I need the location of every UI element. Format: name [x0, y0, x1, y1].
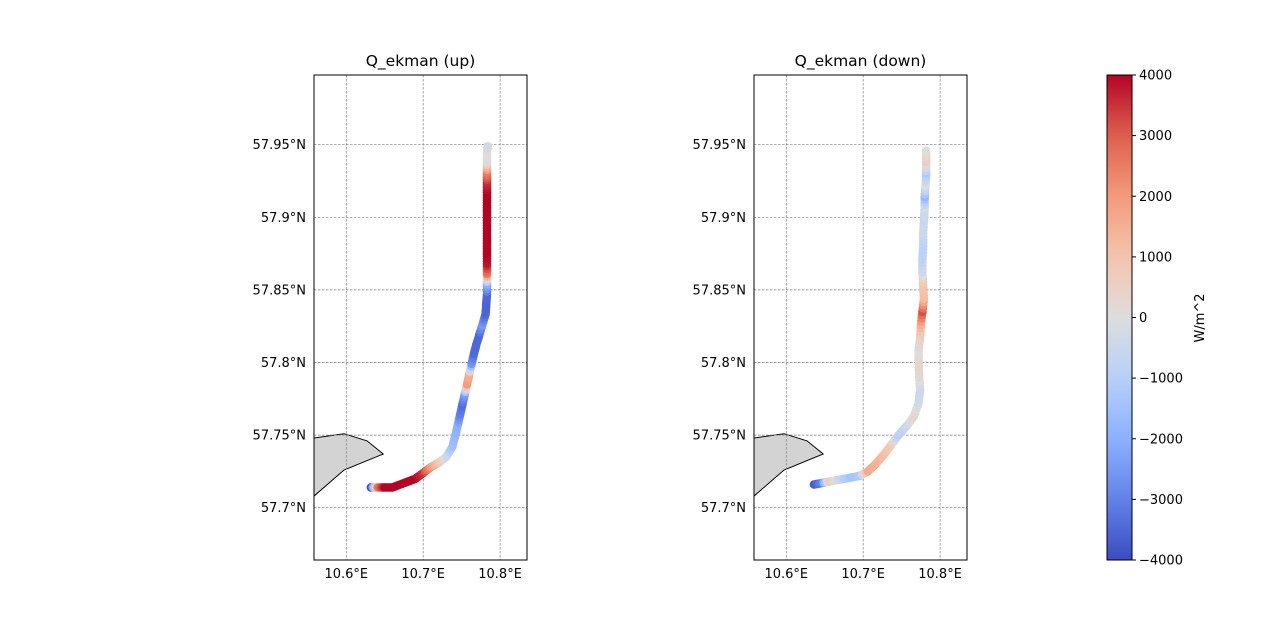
- y-tick-label: 57.75°N: [693, 429, 746, 444]
- colorbar-tick-label: −2000: [1139, 432, 1183, 447]
- colorbar: 4000 3000 2000 1000 0 −1000 −2000 −3000 −4000 W/m…: [1106, 69, 1208, 569]
- colorbar-tick-label: −1000: [1139, 372, 1183, 387]
- x-tick-label: 10.8°E: [478, 567, 522, 582]
- data-point: [921, 146, 931, 155]
- colorbar-tick-label: 0: [1139, 311, 1147, 326]
- y-tick-label: 57.75°N: [253, 429, 306, 444]
- y-tick-label: 57.85°N: [253, 283, 306, 298]
- land-polygon: [754, 433, 825, 497]
- y-tick-label: 57.8°N: [261, 356, 306, 371]
- colorbar-tick-label: 2000: [1139, 190, 1172, 205]
- colorbar-tick-label: 4000: [1139, 69, 1172, 84]
- axes-frame: [313, 74, 528, 561]
- track-points: [809, 146, 931, 489]
- track-points: [366, 141, 493, 492]
- axes-frame: [753, 74, 968, 561]
- data-point: [483, 141, 493, 151]
- chart-title: Q_ekman (up): [366, 52, 476, 71]
- y-tick-label: 57.9°N: [261, 211, 306, 226]
- x-tick-label: 10.7°E: [841, 567, 885, 582]
- land-polygon: [314, 433, 385, 497]
- y-tick-label: 57.8°N: [701, 356, 746, 371]
- y-tick-label: 57.85°N: [693, 283, 746, 298]
- x-tick-label: 10.6°E: [324, 567, 368, 582]
- chart-title: Q_ekman (down): [795, 52, 927, 71]
- panel-up: 10.6°E 10.7°E 10.8°E 57.7°N 57.75°N 57.8°N 57.…: [253, 52, 528, 582]
- colorbar-tick-label: 3000: [1139, 129, 1172, 144]
- x-tick-label: 10.6°E: [764, 567, 808, 582]
- colorbar-tick-label: −4000: [1139, 554, 1183, 569]
- y-tick-label: 57.7°N: [261, 501, 306, 516]
- colorbar-tick-label: 1000: [1139, 250, 1172, 265]
- x-tick-label: 10.8°E: [918, 567, 962, 582]
- colorbar-label: W/m^2: [1193, 293, 1208, 342]
- y-tick-label: 57.95°N: [253, 138, 306, 153]
- panel-down: 10.6°E 10.7°E 10.8°E 57.7°N 57.75°N 57.8°N 57.…: [693, 52, 968, 582]
- x-tick-label: 10.7°E: [401, 567, 445, 582]
- y-tick-label: 57.95°N: [693, 138, 746, 153]
- colorbar-tick-label: −3000: [1139, 493, 1183, 508]
- colorbar-gradient: [1107, 75, 1132, 560]
- y-tick-label: 57.9°N: [701, 211, 746, 226]
- y-tick-label: 57.7°N: [701, 501, 746, 516]
